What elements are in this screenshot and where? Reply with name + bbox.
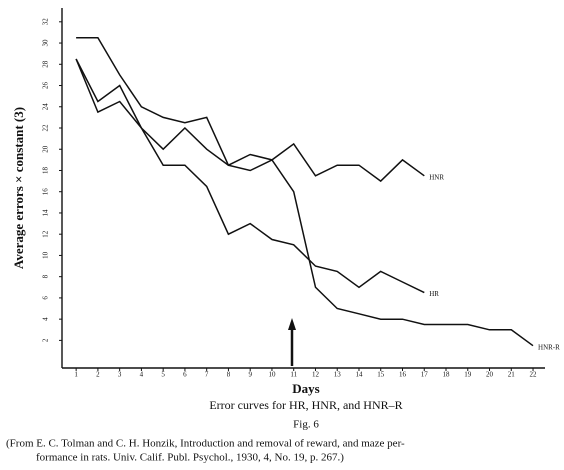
reward-arrow [288, 318, 296, 366]
y-tick-label: 2 [42, 338, 50, 342]
y-tick-label: 28 [42, 60, 50, 68]
x-tick-label: 7 [205, 371, 209, 379]
y-tick-label: 24 [42, 103, 50, 111]
y-tick-label: 6 [42, 296, 50, 300]
x-tick-label: 1 [74, 371, 78, 379]
y-tick-label: 12 [42, 230, 50, 238]
x-tick-label: 16 [399, 371, 407, 379]
x-tick-label: 8 [227, 371, 231, 379]
y-tick-label: 4 [42, 317, 50, 321]
x-tick-label: 17 [421, 371, 429, 379]
y-tick-label: 22 [42, 124, 50, 132]
y-tick-label: 16 [42, 188, 50, 196]
x-tick-label: 10 [268, 371, 276, 379]
data-line [75, 58, 425, 183]
data-line [76, 36, 534, 347]
y-tick-label: 32 [42, 18, 50, 26]
data-line [75, 58, 425, 294]
x-tick-label: 13 [334, 371, 342, 379]
x-tick-label: 5 [161, 371, 165, 379]
x-tick-label: 18 [443, 371, 451, 379]
y-tick-label: 26 [42, 82, 50, 90]
x-tick-label: 20 [486, 371, 494, 379]
x-tick-label: 11 [290, 371, 297, 379]
x-tick-label: 3 [118, 371, 122, 379]
x-tick-label: 2 [96, 371, 100, 379]
source-line: (From E. C. Tolman and C. H. Honzik, Int… [6, 438, 405, 450]
x-tick-label: 21 [508, 371, 516, 379]
series-label: HR [429, 290, 439, 298]
y-tick-label: 18 [42, 166, 50, 174]
x-tick-label: 22 [530, 371, 538, 379]
x-tick-label: 4 [140, 371, 144, 379]
y-axis-title: Average errors × constant (3) [11, 107, 26, 269]
y-tick-label: 14 [42, 209, 50, 217]
x-tick-label: 19 [464, 371, 472, 379]
y-tick-label: 30 [42, 39, 50, 47]
x-tick-label: 14 [355, 371, 363, 379]
caption: Error curves for HR, HNR, and HNR–R [209, 398, 402, 412]
y-tick-label: 20 [42, 145, 50, 153]
figure-number: Fig. 6 [293, 419, 319, 431]
source-line: formance in rats. Univ. Calif. Publ. Psy… [36, 452, 344, 464]
x-tick-label: 9 [248, 371, 252, 379]
series-label: HNR [429, 173, 444, 181]
y-tick-label: 10 [42, 251, 50, 259]
y-tick-label: 8 [42, 274, 50, 278]
x-axis-title: Days [292, 381, 319, 396]
x-tick-label: 6 [183, 371, 187, 379]
x-tick-label: 15 [377, 371, 385, 379]
series-label: HNR-R [538, 343, 560, 351]
x-tick-label: 12 [312, 371, 320, 379]
